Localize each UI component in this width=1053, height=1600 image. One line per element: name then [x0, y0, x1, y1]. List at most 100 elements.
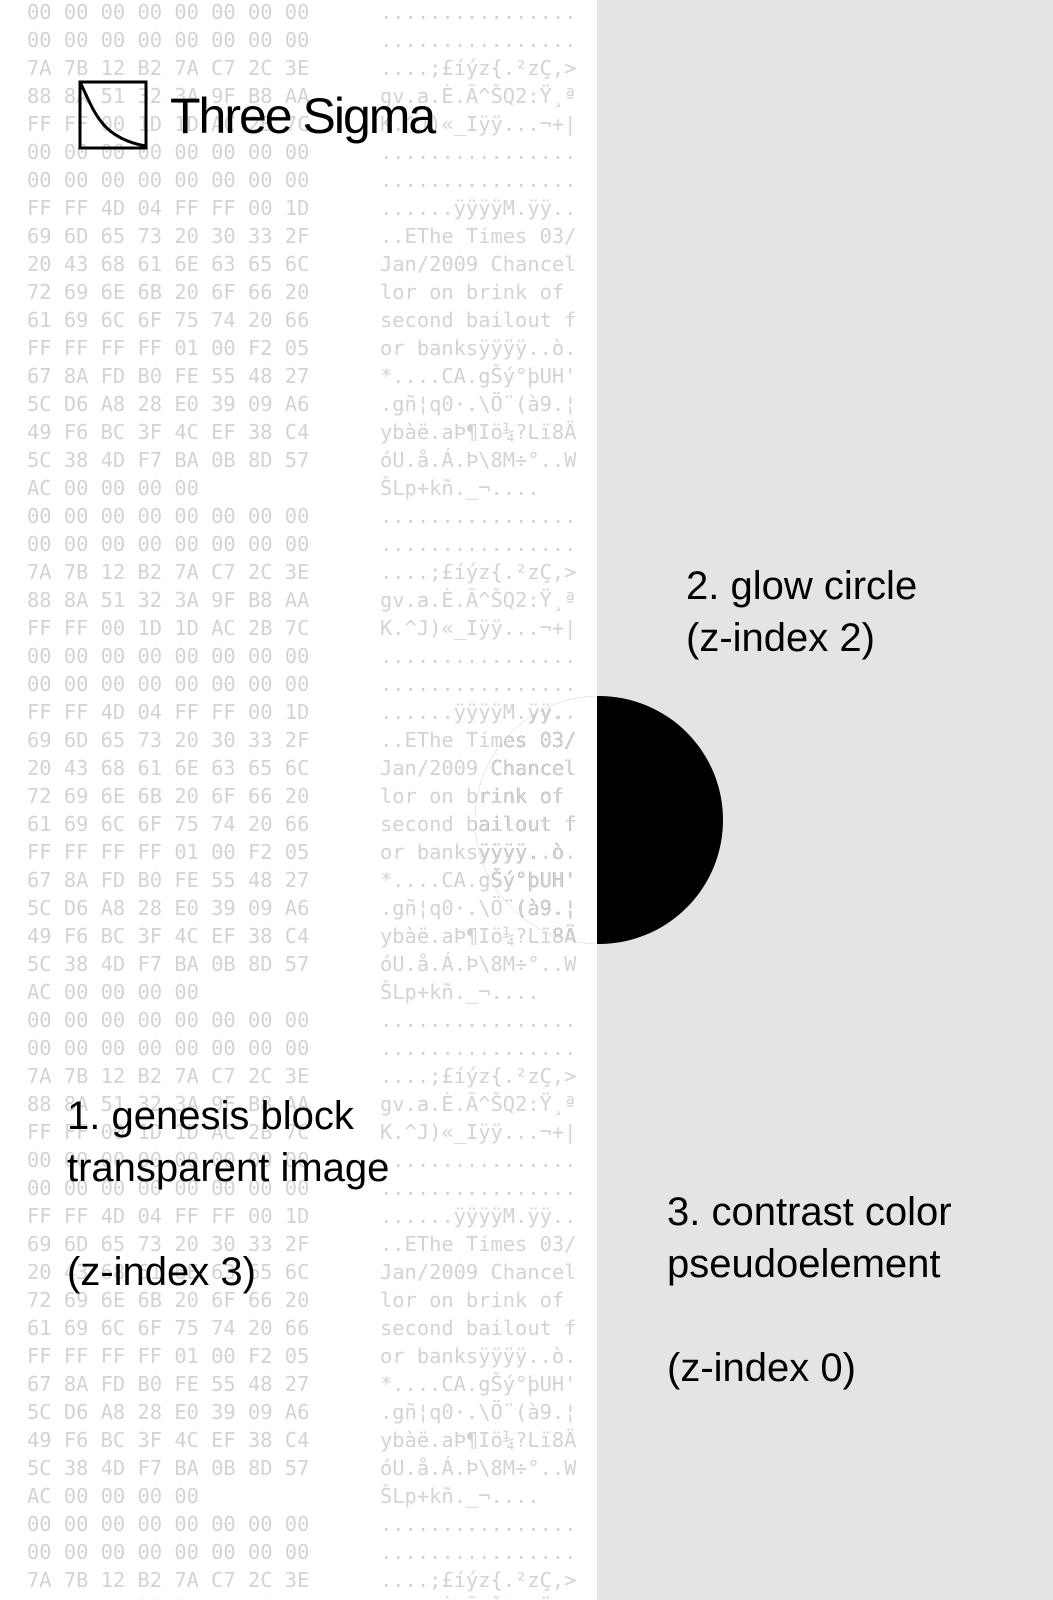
- hex-row: 00 00 00 00 00 00 00 00................: [0, 670, 597, 698]
- hex-bytes: 5C D6 A8 28 E0 39 09 A6: [27, 896, 310, 920]
- hex-ascii: gv.a.È.Ã^ŠQ2:Ÿ¸ª: [380, 588, 577, 612]
- hex-row: 49 F6 BC 3F 4C EF 38 C4 ybàë.aÞ¶Iö¼?Lï8Ä: [0, 1426, 597, 1454]
- hex-row: 72 69 6E 6B 20 6F 66 20 lor on brink of: [0, 278, 597, 306]
- hex-row: 61 69 6C 6F 75 74 20 66 second bailout f: [0, 1314, 597, 1342]
- hex-ascii: ................: [380, 1176, 577, 1200]
- hex-bytes: 67 8A FD B0 FE 55 48 27: [27, 868, 310, 892]
- hex-bytes: FF FF FF FF 01 00 F2 05: [27, 840, 310, 864]
- hex-bytes: 61 69 6C 6F 75 74 20 66: [27, 1316, 310, 1340]
- hex-row: AC 00 00 00 00 ŠLp+kñ._¬....: [0, 474, 597, 502]
- three-sigma-curve-icon: [78, 80, 148, 150]
- hex-ascii: ......ÿÿÿÿM.ÿÿ..: [380, 1204, 577, 1228]
- glow-hex-row: lor on brink of: [475, 784, 565, 808]
- hex-bytes: 49 F6 BC 3F 4C EF 38 C4: [27, 924, 310, 948]
- hex-bytes: FF FF 4D 04 FF FF 00 1D: [27, 196, 310, 220]
- hex-row: 7A 7B 12 B2 7A C7 2C 3E ....;£íýz{.²zÇ,>: [0, 1062, 597, 1090]
- genesis-block-hex-image: 00 00 00 00 00 00 00 00................ 0…: [0, 0, 597, 1600]
- hex-bytes: 88 8A 51 32 3A 9F B8 AA: [27, 84, 310, 108]
- hex-ascii: ..EThe Times 03/: [380, 1232, 577, 1256]
- hex-row: 5C 38 4D F7 BA 0B 8D 57 óU.å.Á.Þ\8M÷°..W: [0, 950, 597, 978]
- hex-ascii: ................: [380, 168, 577, 192]
- genesis-label-subtitle: transparent image: [67, 1146, 390, 1190]
- hex-bytes: 88 8A 51 32 3A 9F B8 AA: [27, 1092, 310, 1116]
- hex-ascii: Jan/2009 Chancel: [380, 756, 577, 780]
- glow-hex-row: ..EThe Times 03/: [475, 728, 577, 752]
- hex-bytes: 7A 7B 12 B2 7A C7 2C 3E: [27, 560, 310, 584]
- hex-row: 5C D6 A8 28 E0 39 09 A6 .gñ¦q0·.\Ö¨(à9.¦: [0, 894, 597, 922]
- hex-row: 00 00 00 00 00 00 00 00................: [0, 166, 597, 194]
- contrast-label-spacer: [667, 1290, 952, 1342]
- hex-row: FF FF 00 1D 1D AC 2B 7C K.^J)«_Iÿÿ...¬+|: [0, 1118, 597, 1146]
- hex-bytes: 49 F6 BC 3F 4C EF 38 C4: [27, 420, 310, 444]
- glow-hex-row: or banksÿÿÿÿ..ò.: [475, 840, 577, 864]
- hex-ascii: ................: [380, 1148, 577, 1172]
- contrast-pseudoelement-label: 3. contrast color pseudoelement (z-index…: [667, 1186, 952, 1394]
- hex-bytes: 00 00 00 00 00 00 00 00: [27, 1176, 310, 1200]
- hex-bytes: 5C 38 4D F7 BA 0B 8D 57: [27, 1456, 310, 1480]
- hex-bytes: 61 69 6C 6F 75 74 20 66: [27, 308, 310, 332]
- hex-bytes: 5C 38 4D F7 BA 0B 8D 57: [27, 952, 310, 976]
- hex-ascii: ................: [380, 532, 577, 556]
- hex-row: 67 8A FD B0 FE 55 48 27 *....CA.gŠý°þUH': [0, 1370, 597, 1398]
- hex-ascii: gv.a.È.Ã^ŠQ2:Ÿ¸ª: [380, 1092, 577, 1116]
- hex-bytes: 7A 7B 12 B2 7A C7 2C 3E: [27, 1568, 310, 1592]
- hex-ascii: ......ÿÿÿÿM.ÿÿ..: [380, 700, 577, 724]
- hex-ascii: or banksÿÿÿÿ..ò.: [380, 1344, 577, 1368]
- logo-wordmark: Three Sigma: [170, 88, 436, 144]
- hex-row: 00 00 00 00 00 00 00 00................: [0, 1174, 597, 1202]
- hex-bytes: 88 8A 51 32 3A 9F B8 AA: [27, 1594, 309, 1600]
- hex-row: 61 69 6C 6F 75 74 20 66 second bailout f: [0, 306, 597, 334]
- glow-circle-label: 2. glow circle (z-index 2): [686, 560, 917, 664]
- hex-row: 20 43 68 61 6E 63 65 6C Jan/2009 Chancel: [0, 1258, 597, 1286]
- hex-row: 61 69 6C 6F 75 74 20 66 second bailout f: [0, 810, 597, 838]
- hex-row: 00 00 00 00 00 00 00 00................: [0, 1146, 597, 1174]
- hex-bytes: AC 00 00 00 00: [27, 476, 199, 500]
- hex-bytes: FF FF 00 1D 1D AC 2B 7C: [27, 1120, 310, 1144]
- hex-ascii: second bailout f: [380, 812, 577, 836]
- hex-bytes: 88 8A 51 32 3A 9F B8 AA: [27, 588, 310, 612]
- hex-row: 49 F6 BC 3F 4C EF 38 C4 ybàë.aÞ¶Iö¼?Lï8Ä: [0, 418, 597, 446]
- hex-ascii: K.^J)«_Iÿÿ...¬+|: [380, 112, 577, 136]
- hex-ascii: ..EThe Times 03/: [380, 224, 577, 248]
- contrast-label-subtitle: pseudoelement: [667, 1242, 941, 1286]
- hex-row: 72 69 6E 6B 20 6F 66 20 lor on brink of: [0, 782, 597, 810]
- hex-ascii: or banksÿÿÿÿ..ò.: [380, 336, 577, 360]
- hex-bytes: 00 00 00 00 00 00 00 00: [27, 504, 310, 528]
- hex-bytes: 00 00 00 00 00 00 00 00: [27, 532, 310, 556]
- hex-ascii: *....CA.gŠý°þUH': [380, 364, 577, 388]
- hex-ascii: ....;£íýz{.²zÇ,>: [380, 1064, 577, 1088]
- hex-bytes: FF FF FF FF 01 00 F2 05: [27, 336, 310, 360]
- hex-bytes: 00 00 00 00 00 00 00 00: [27, 1148, 310, 1172]
- hex-ascii: ybàë.aÞ¶Iö¼?Lï8Ä: [380, 1428, 577, 1452]
- hex-row: FF FF 4D 04 FF FF 00 1D ......ÿÿÿÿM.ÿÿ..: [0, 1202, 597, 1230]
- hex-bytes: 00 00 00 00 00 00 00 00: [27, 1512, 310, 1536]
- hex-ascii: ................: [380, 140, 577, 164]
- hex-ascii: *....CA.gŠý°þUH': [380, 1372, 577, 1396]
- hex-bytes: 7A 7B 12 B2 7A C7 2C 3E: [27, 1064, 310, 1088]
- glow-hex-row: *....CA.gŠý°þUH': [475, 868, 577, 892]
- hex-row: 5C 38 4D F7 BA 0B 8D 57 óU.å.Á.Þ\8M÷°..W: [0, 446, 597, 474]
- hex-bytes: 00 00 00 00 00 00 00 00: [27, 1036, 310, 1060]
- hex-row: FF FF 00 1D 1D AC 2B 7C K.^J)«_Iÿÿ...¬+|: [0, 614, 597, 642]
- hex-ascii: Jan/2009 Chancel: [380, 1260, 577, 1284]
- glow-hex-row: ......ÿÿÿÿM.ÿÿ..: [475, 700, 577, 724]
- hex-ascii: ..EThe Times 03/: [380, 728, 577, 752]
- hex-row: AC 00 00 00 00 ŠLp+kñ._¬....: [0, 978, 597, 1006]
- hex-ascii: second bailout f: [380, 308, 577, 332]
- hex-ascii: .gñ¦q0·.\Ö¨(à9.¦: [380, 1400, 577, 1424]
- hex-bytes: 5C D6 A8 28 E0 39 09 A6: [27, 392, 310, 416]
- hex-bytes: FF FF 4D 04 FF FF 00 1D: [27, 1204, 310, 1228]
- hex-ascii: gv.a.È.Ã^ŠQ2:Ÿ¸ª: [380, 1594, 576, 1600]
- hex-ascii: K.^J)«_Iÿÿ...¬+|: [380, 616, 577, 640]
- hex-bytes: 20 43 68 61 6E 63 65 6C: [27, 1260, 310, 1284]
- glow-hex-row: .gñ¦q0·.\Ö¨(à9.¦: [475, 896, 577, 920]
- hex-row: 7A 7B 12 B2 7A C7 2C 3E ....;£íýz{.²zÇ,>: [0, 54, 597, 82]
- hex-ascii: lor on brink of: [380, 280, 577, 304]
- hex-row: 88 8A 51 32 3A 9F B8 AA gv.a.È.Ã^ŠQ2:Ÿ¸ª: [0, 586, 597, 614]
- hex-ascii: lor on brink of: [380, 784, 577, 808]
- hex-ascii: ................: [380, 28, 577, 52]
- hex-row: 00 00 00 00 00 00 00 00................: [0, 1538, 597, 1566]
- hex-ascii: ŠLp+kñ._¬....: [380, 980, 540, 1004]
- hex-row: FF FF 4D 04 FF FF 00 1D ......ÿÿÿÿM.ÿÿ..: [0, 698, 597, 726]
- hex-bytes: 00 00 00 00 00 00 00 00: [27, 1008, 310, 1032]
